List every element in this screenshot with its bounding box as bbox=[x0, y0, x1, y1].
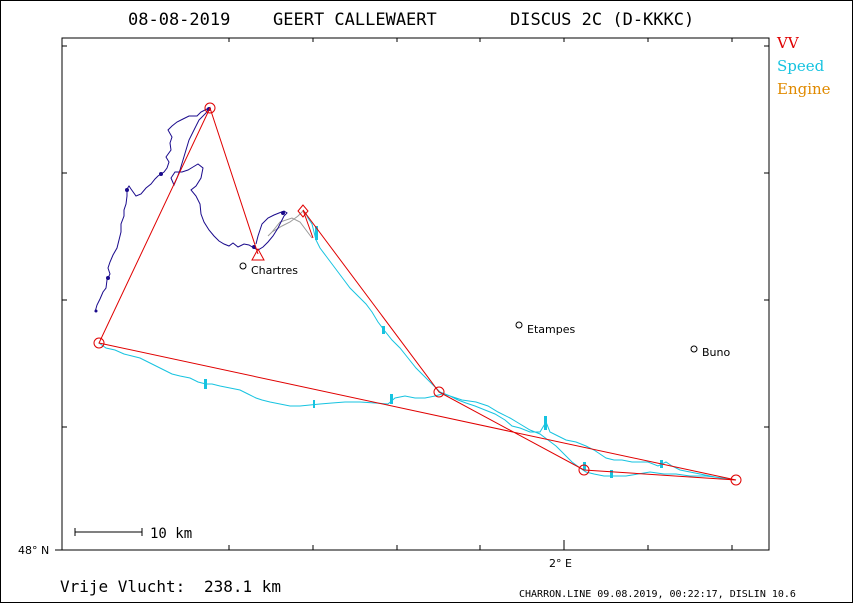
latitude-label: 48° N bbox=[18, 544, 49, 557]
finish-diamond bbox=[297, 204, 309, 218]
scale-label: 10 km bbox=[150, 526, 192, 542]
legend-engine: Engine bbox=[777, 80, 831, 98]
turnpoint-marker bbox=[730, 474, 742, 486]
pilot-name: GEERT CALLEWAERT bbox=[273, 10, 437, 30]
flight-date: 08-08-2019 bbox=[128, 10, 230, 30]
turnpoint-marker bbox=[204, 102, 216, 114]
longitude-label: 2° E bbox=[549, 557, 572, 570]
axis-ticks bbox=[55, 38, 769, 551]
turnpoints bbox=[93, 102, 742, 486]
places: Chartres Etampes Buno bbox=[239, 262, 730, 359]
place-etampes: Etampes bbox=[527, 323, 575, 336]
turnpoint-marker bbox=[578, 464, 590, 476]
turnpoint-marker bbox=[433, 386, 445, 398]
track-engine bbox=[267, 209, 313, 239]
place-marker bbox=[690, 345, 698, 353]
scale-bar: 10 km bbox=[74, 526, 192, 542]
legend-speed: Speed bbox=[777, 57, 825, 75]
legend-vv: VV bbox=[776, 34, 800, 52]
place-marker bbox=[515, 321, 523, 329]
start-triangle bbox=[251, 247, 265, 261]
place-chartres: Chartres bbox=[251, 264, 298, 277]
plot-area bbox=[61, 37, 770, 551]
track-speed bbox=[98, 211, 737, 481]
glider-name: DISCUS 2C (D-KKKC) bbox=[510, 10, 694, 30]
place-buno: Buno bbox=[702, 346, 730, 359]
distance-value: 238.1 km bbox=[204, 577, 281, 596]
task-route bbox=[98, 106, 737, 481]
turnpoint-marker bbox=[93, 337, 105, 349]
footer-info: CHARRON.LINE 09.08.2019, 00:22:17, DISLI… bbox=[519, 589, 796, 600]
place-marker bbox=[239, 262, 247, 270]
track-climb bbox=[94, 106, 288, 313]
distance-label: Vrije Vlucht: bbox=[60, 577, 185, 596]
